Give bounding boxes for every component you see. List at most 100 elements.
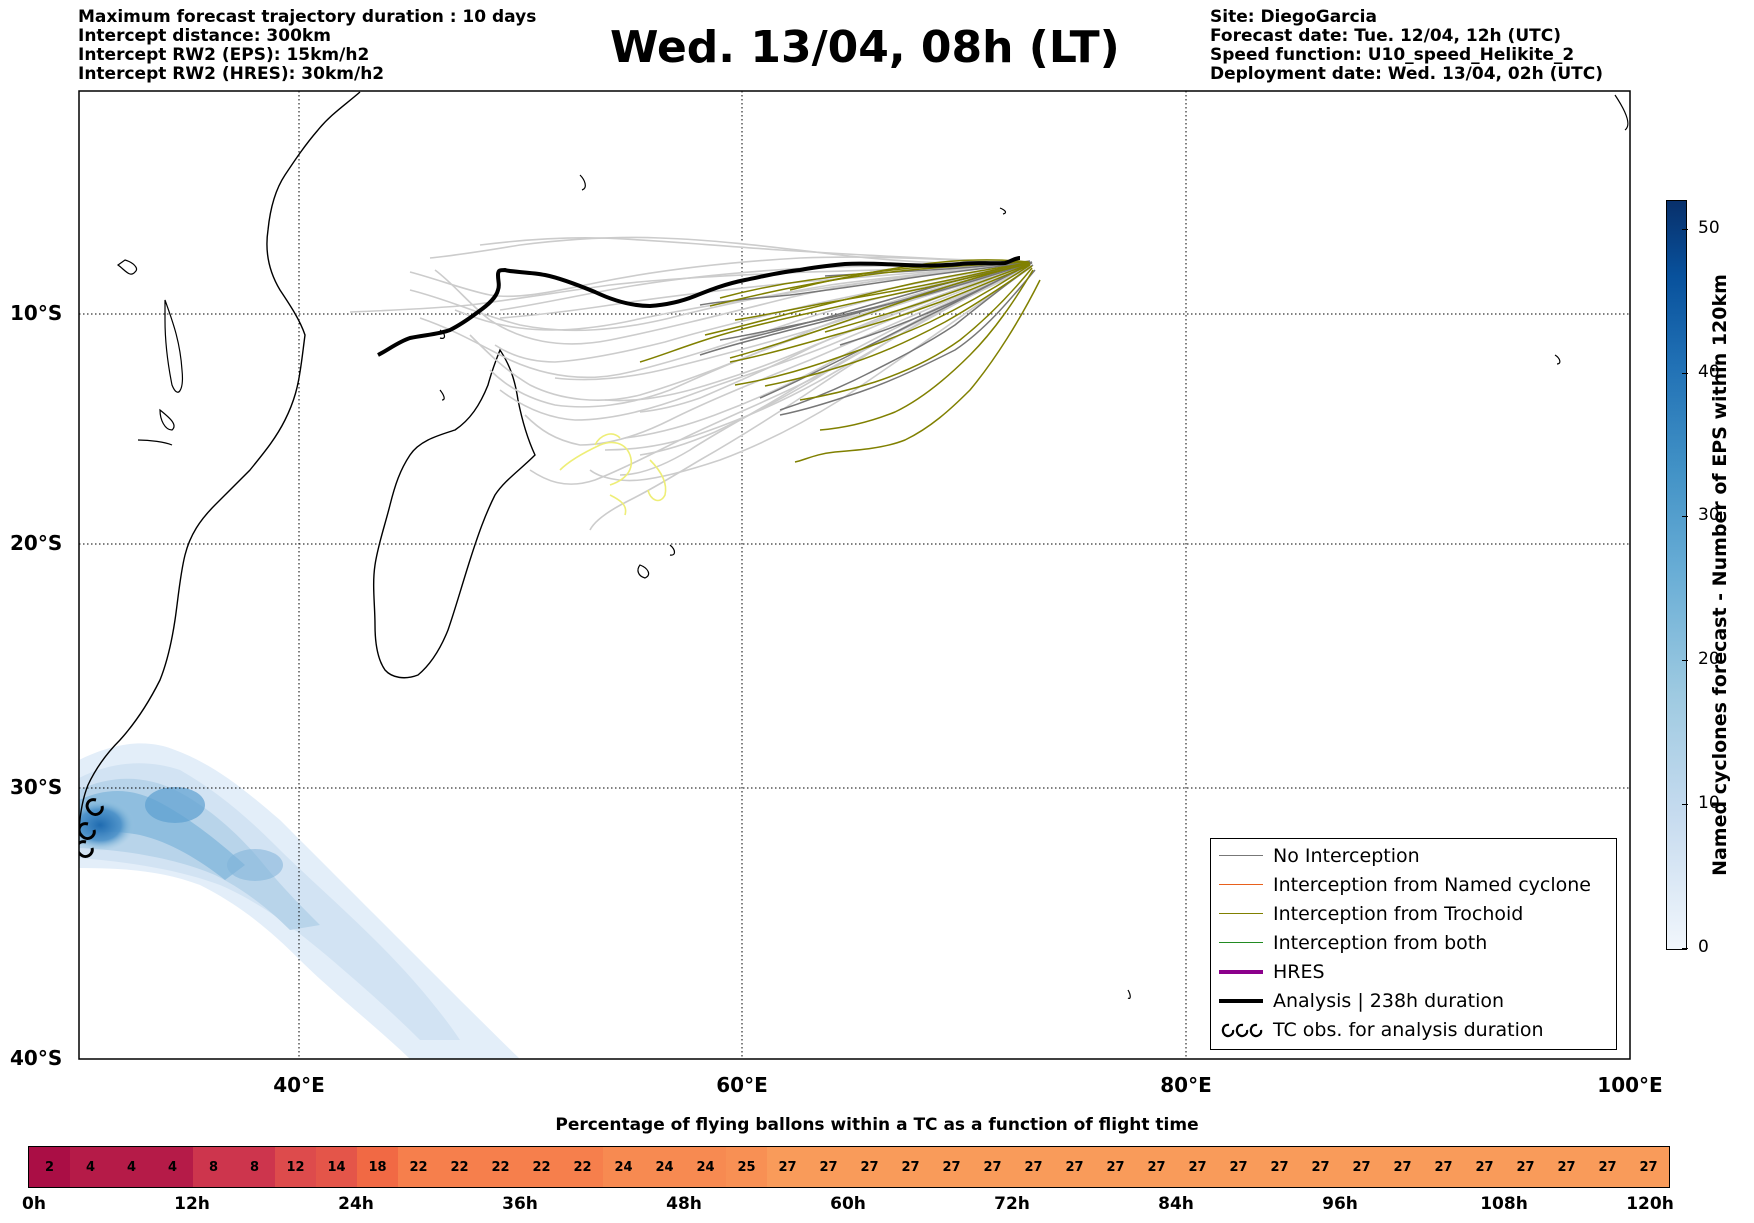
flight-time-cell: 4 [70, 1147, 111, 1187]
site-line: Forecast date: Tue. 12/04, 12h (UTC) [1210, 26, 1561, 46]
flight-time-percentage-bar: 2 4 4 4 8 8 12 14 18 22 22 22 22 22 24 24 24 25 27 27 27 27 27… [28, 1146, 1670, 1188]
flight-time-cell: 27 [1300, 1147, 1341, 1187]
flight-time-label: 84h [1158, 1194, 1194, 1214]
colorbar-tick-label: 50 [1698, 217, 1720, 238]
legend-label: Analysis | 238h duration [1273, 990, 1505, 1012]
flight-time-cell: 2 [29, 1147, 70, 1187]
flight-time-cell: 27 [1423, 1147, 1464, 1187]
eps-trajectories-yellow [559, 433, 667, 516]
legend-label: HRES [1273, 961, 1325, 983]
flight-time-bar-title: Percentage of flying ballons within a TC… [555, 1115, 1199, 1135]
map-frame [78, 90, 1631, 1060]
site-info: Site: DiegoGarcia Forecast date: Tue. 12… [1210, 8, 1603, 84]
forecast-parameters: Maximum forecast trajectory duration : 1… [78, 8, 536, 84]
flight-time-cell: 8 [234, 1147, 275, 1187]
colorbar-tick-label: 10 [1698, 793, 1720, 814]
site-line: Deployment date: Wed. 13/04, 02h (UTC) [1210, 64, 1604, 84]
flight-time-cell: 14 [316, 1147, 357, 1187]
flight-time-cell: 24 [603, 1147, 644, 1187]
legend-swatch [1219, 999, 1263, 1003]
madagascar-coastline [372, 348, 536, 679]
colorbar-tick-mark [1682, 516, 1688, 518]
colorbar-tick-mark [1682, 660, 1688, 662]
eps-colorbar [1666, 200, 1687, 950]
lon-label-80e: 80°E [1160, 1073, 1212, 1097]
flight-time-label: 120h [1626, 1194, 1674, 1214]
flight-time-cell: 27 [767, 1147, 808, 1187]
legend-swatch [1219, 970, 1263, 974]
flight-time-cell: 27 [1382, 1147, 1423, 1187]
flight-time-cell: 22 [562, 1147, 603, 1187]
flight-time-cell: 22 [398, 1147, 439, 1187]
legend-label: Interception from Trochoid [1273, 903, 1524, 925]
flight-time-cell: 27 [931, 1147, 972, 1187]
flight-time-cell: 27 [1259, 1147, 1300, 1187]
flight-time-label: 60h [830, 1194, 866, 1214]
map-legend: No Interception Interception from Named … [1210, 838, 1617, 1050]
colorbar-title: Named cyclones forecast - Number of EPS … [1709, 274, 1731, 876]
flight-time-label: 108h [1480, 1194, 1528, 1214]
legend-label: TC obs. for analysis duration [1273, 1019, 1544, 1041]
legend-item-trochoid: Interception from Trochoid [1211, 901, 1616, 927]
flight-time-cell: 24 [685, 1147, 726, 1187]
small-islands [116, 94, 1629, 1000]
legend-item-tc-obs: TC obs. for analysis duration [1211, 1017, 1616, 1043]
legend-label: Interception from both [1273, 932, 1488, 954]
colorbar-tick-mark [1682, 804, 1688, 806]
flight-time-cell: 27 [1464, 1147, 1505, 1187]
colorbar-tick-mark [1682, 372, 1688, 374]
site-line: Site: DiegoGarcia [1210, 7, 1377, 27]
flight-time-cell: 27 [808, 1147, 849, 1187]
flight-time-cell: 27 [1218, 1147, 1259, 1187]
lat-label-30s: 30°S [10, 775, 63, 799]
param-line: Intercept distance: 300km [78, 26, 331, 46]
colorbar-tick-mark [1682, 228, 1688, 230]
flight-time-cell: 22 [521, 1147, 562, 1187]
param-line: Maximum forecast trajectory duration : 1… [78, 7, 537, 27]
lat-label-40s: 40°S [10, 1046, 63, 1070]
flight-time-cell: 24 [644, 1147, 685, 1187]
graticule [79, 91, 1630, 1059]
flight-time-cell: 27 [890, 1147, 931, 1187]
flight-time-label: 48h [666, 1194, 702, 1214]
flight-time-label: 0h [22, 1194, 46, 1214]
flight-time-cell: 27 [1587, 1147, 1628, 1187]
flight-time-cell: 18 [357, 1147, 398, 1187]
lon-label-60e: 60°E [716, 1073, 768, 1097]
flight-time-cell: 27 [1505, 1147, 1546, 1187]
flight-time-cell: 22 [480, 1147, 521, 1187]
param-line: Intercept RW2 (HRES): 30km/h2 [78, 64, 385, 84]
colorbar-tick-label: 20 [1698, 649, 1720, 670]
flight-time-cell: 27 [1136, 1147, 1177, 1187]
legend-swatch [1219, 942, 1263, 943]
param-line: Intercept RW2 (EPS): 15km/h2 [78, 45, 370, 65]
flight-time-label: 24h [338, 1194, 374, 1214]
legend-label: No Interception [1273, 845, 1420, 867]
colorbar-tick-label: 30 [1698, 505, 1720, 526]
legend-label: Interception from Named cyclone [1273, 874, 1591, 896]
lon-label-40e: 40°E [273, 1073, 325, 1097]
flight-time-cell: 27 [1177, 1147, 1218, 1187]
flight-time-cell: 27 [1095, 1147, 1136, 1187]
colorbar-tick-label: 40 [1698, 361, 1720, 382]
flight-time-cell: 27 [1546, 1147, 1587, 1187]
cyclone-density-field [79, 743, 520, 1059]
lat-label-20s: 20°S [10, 531, 63, 555]
flight-time-cell: 27 [1054, 1147, 1095, 1187]
flight-time-cell: 27 [1628, 1147, 1669, 1187]
map-title: Wed. 13/04, 08h (LT) [610, 22, 1120, 73]
flight-time-label: 12h [174, 1194, 210, 1214]
legend-swatch [1219, 913, 1263, 914]
lon-label-100e: 100°E [1597, 1073, 1663, 1097]
legend-item-hres: HRES [1211, 959, 1616, 985]
flight-time-label: 96h [1322, 1194, 1358, 1214]
flight-time-cell: 27 [849, 1147, 890, 1187]
lat-label-10s: 10°S [10, 301, 63, 325]
site-line: Speed function: U10_speed_Helikite_2 [1210, 45, 1575, 65]
flight-time-cell: 4 [152, 1147, 193, 1187]
flight-time-cell: 4 [111, 1147, 152, 1187]
flight-time-cell: 8 [193, 1147, 234, 1187]
flight-time-cell: 25 [726, 1147, 767, 1187]
legend-swatch [1219, 855, 1263, 856]
